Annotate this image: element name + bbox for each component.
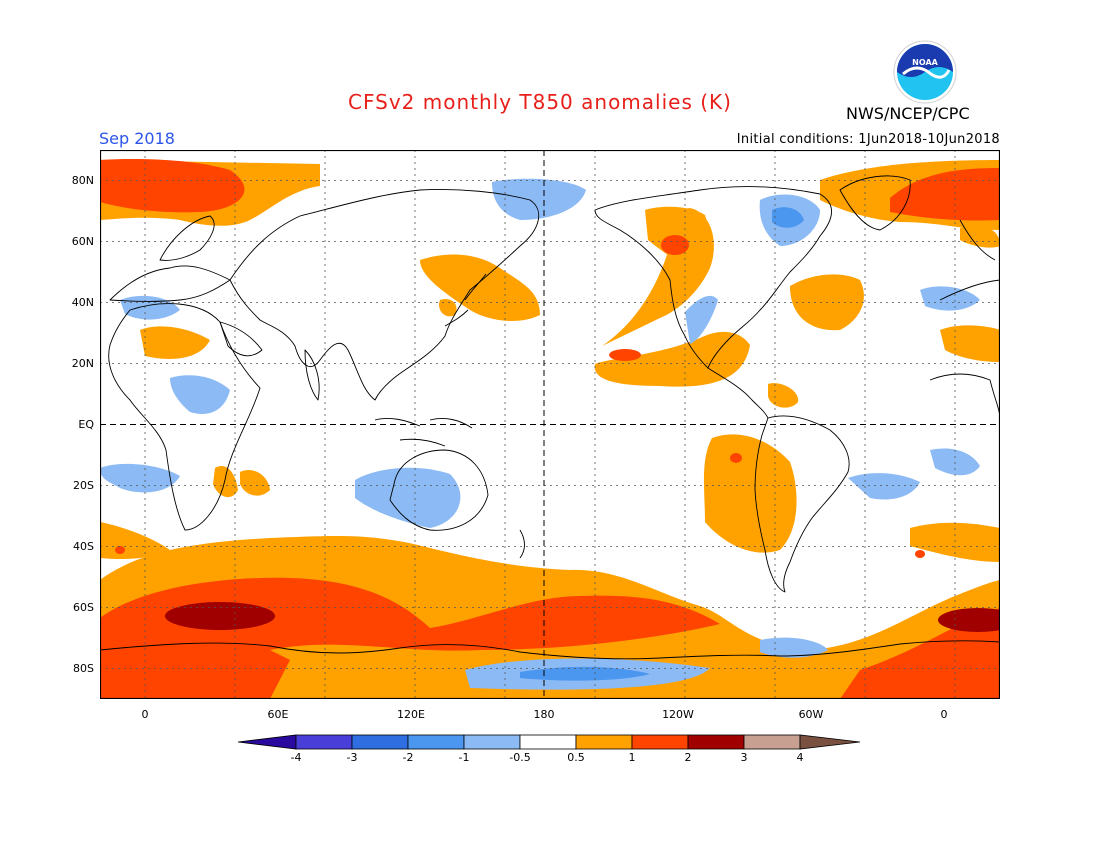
se-pacific-warm bbox=[703, 434, 797, 553]
legend-bin-8 bbox=[687, 734, 745, 750]
europe-cool bbox=[920, 286, 980, 311]
color-legend bbox=[238, 734, 861, 750]
legend-bin-9 bbox=[743, 734, 801, 750]
lon-label-120w: 120W bbox=[662, 708, 694, 721]
southern-ocean-red-band bbox=[100, 577, 720, 655]
lat-label-60n: 60N bbox=[71, 235, 94, 248]
south-atlantic-red bbox=[115, 546, 125, 554]
lon-label-180: 180 bbox=[533, 708, 555, 721]
legend-arrow-low bbox=[238, 734, 297, 750]
legend-arrow-high bbox=[799, 734, 861, 750]
lat-label-80n: 80N bbox=[71, 174, 94, 187]
legend-label-minus3: -3 bbox=[346, 751, 358, 764]
legend-label-minus1: -1 bbox=[458, 751, 470, 764]
north-pacific-warm bbox=[594, 331, 750, 387]
canada-cool-core bbox=[772, 207, 804, 228]
anomaly-map bbox=[100, 150, 1000, 699]
lon-label-0-west: 0 bbox=[141, 708, 149, 721]
southern-dark-red-west bbox=[165, 602, 275, 630]
graticule bbox=[100, 150, 1000, 699]
map-frame bbox=[100, 150, 1000, 699]
australia-cool bbox=[355, 467, 461, 528]
arctic-red-west bbox=[100, 159, 245, 213]
legend-bin-4 bbox=[463, 734, 521, 750]
forecast-month: Sep 2018 bbox=[99, 129, 175, 148]
legend-label-0-5: 0.5 bbox=[567, 751, 585, 764]
lat-label-eq: EQ bbox=[78, 418, 94, 431]
south-indian-warm bbox=[910, 522, 1000, 562]
legend-bin-1 bbox=[295, 734, 353, 750]
legend-bin-6 bbox=[575, 734, 633, 750]
south-indian-cool bbox=[930, 448, 980, 476]
southern-dark-red-east bbox=[938, 608, 1000, 632]
gulf-of-alaska-red bbox=[661, 235, 689, 255]
lat-label-40s: 40S bbox=[73, 540, 94, 553]
southern-africa-warm bbox=[240, 470, 270, 496]
legend-label-minus2: -2 bbox=[402, 751, 414, 764]
noaa-logo: NOAA bbox=[893, 40, 957, 104]
south-america-cool bbox=[848, 473, 920, 500]
antarctic-peninsula-cool bbox=[760, 637, 828, 658]
antarctic-red bbox=[100, 640, 290, 699]
svg-text:NOAA: NOAA bbox=[912, 58, 938, 67]
legend-label-1: 1 bbox=[628, 751, 636, 764]
lon-label-120e: 120E bbox=[397, 708, 425, 721]
legend-bin-7 bbox=[631, 734, 689, 750]
japan-warm bbox=[439, 299, 457, 317]
lat-label-80s: 80S bbox=[73, 662, 94, 675]
arctic-red-east bbox=[890, 168, 1000, 221]
legend-label-minus4: -4 bbox=[290, 751, 302, 764]
sahara-warm bbox=[140, 326, 210, 359]
lat-label-60s: 60S bbox=[73, 601, 94, 614]
organization-label: NWS/NCEP/CPC bbox=[846, 104, 970, 123]
legend-label-minus0-5: -0.5 bbox=[509, 751, 531, 764]
legend-bin-2 bbox=[351, 734, 409, 750]
anomaly-fields bbox=[100, 159, 1000, 699]
nw-pacific-warm bbox=[420, 254, 540, 322]
coastlines bbox=[100, 175, 1000, 660]
madagascar-warm bbox=[213, 466, 238, 498]
north-pacific-red bbox=[609, 349, 641, 361]
lon-label-60w: 60W bbox=[798, 708, 824, 721]
equator-and-dateline bbox=[100, 150, 1000, 699]
legend-bin-3 bbox=[407, 734, 465, 750]
scandinavia-warm bbox=[960, 226, 1000, 248]
mexico-cool bbox=[685, 295, 718, 344]
caribbean-warm bbox=[768, 383, 799, 408]
legend-label-4: 4 bbox=[796, 751, 804, 764]
legend-label-2: 2 bbox=[684, 751, 692, 764]
lat-label-40n: 40N bbox=[71, 296, 94, 309]
legend-bin-5 bbox=[519, 734, 577, 750]
mediterranean-cool bbox=[120, 295, 180, 320]
lon-label-60e: 60E bbox=[267, 708, 289, 721]
lat-label-20s: 20S bbox=[73, 479, 94, 492]
antarctic-red-east bbox=[840, 608, 1000, 699]
lat-label-20n: 20N bbox=[71, 357, 94, 370]
initial-conditions: Initial conditions: 1Jun2018-10Jun2018 bbox=[736, 132, 1000, 147]
south-indian-red bbox=[915, 550, 925, 558]
subtropical-atlantic-warm bbox=[940, 325, 1000, 362]
antarctic-cool-core bbox=[520, 666, 650, 681]
se-pacific-red bbox=[730, 453, 742, 463]
lon-label-0-east: 0 bbox=[940, 708, 948, 721]
north-pacific-cool bbox=[492, 178, 586, 220]
west-africa-cool bbox=[170, 375, 230, 414]
page-title: CFSv2 monthly T850 anomalies (K) bbox=[348, 90, 732, 114]
legend-label-3: 3 bbox=[740, 751, 748, 764]
